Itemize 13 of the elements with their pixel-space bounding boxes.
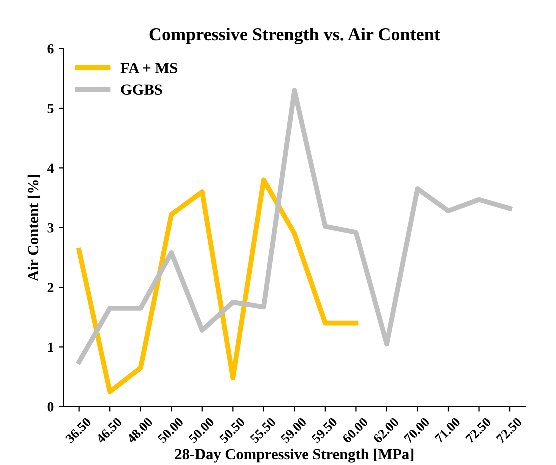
legend-label: FA + MS bbox=[120, 63, 178, 74]
y-tick-label: 1 bbox=[48, 342, 54, 352]
y-tick-label: 2 bbox=[48, 283, 54, 292]
x-axis-title: 28-Day Compressive Strength [MPa] bbox=[175, 448, 414, 463]
y-axis-title: Air Content [%] bbox=[28, 175, 41, 282]
y-tick-label: 6 bbox=[48, 44, 54, 54]
y-tick-label: 0 bbox=[48, 402, 54, 412]
y-tick-label: 3 bbox=[48, 223, 54, 233]
y-tick-label: 4 bbox=[47, 164, 54, 173]
legend-label: GGBS bbox=[121, 84, 162, 96]
line-series bbox=[76, 178, 359, 394]
y-tick-label: 5 bbox=[48, 104, 54, 114]
chart-title: Compressive Strength vs. Air Content bbox=[150, 28, 440, 44]
